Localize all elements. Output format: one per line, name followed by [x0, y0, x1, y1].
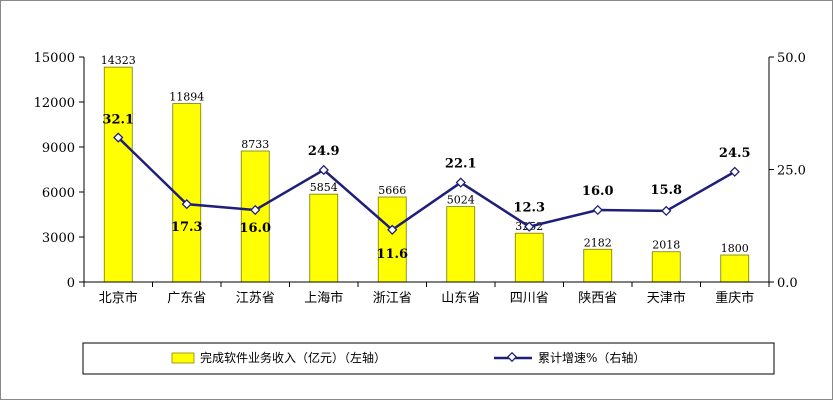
bar	[309, 193, 339, 283]
category-label: 浙江省	[373, 291, 412, 306]
line-value-label: 24.9	[308, 144, 340, 159]
growth-line	[117, 136, 736, 232]
category-label: 江苏省	[236, 290, 275, 306]
line-point	[524, 221, 535, 232]
legend-bar-label: 完成软件业务收入（亿元）（左轴）	[200, 350, 386, 365]
bar	[377, 196, 407, 283]
left-axis: 0 3000 6000 9000 12000 15000	[34, 51, 84, 291]
line-point	[387, 224, 398, 235]
line-value-label: 15.8	[650, 183, 682, 198]
category-label: 山东省	[441, 291, 480, 306]
category-label: 广东省	[167, 291, 206, 306]
bar	[172, 103, 202, 283]
legend: 完成软件业务收入（亿元）（左轴） 累计增速%（右轴）	[82, 342, 775, 375]
bar	[583, 248, 613, 283]
category-label: 北京市	[99, 290, 138, 306]
category-label: 陕西省	[578, 291, 617, 306]
line-value-label: 12.3	[513, 201, 545, 216]
bar-value-label: 5024	[447, 194, 475, 207]
left-tick-label: 9000	[42, 141, 75, 156]
bar	[651, 251, 681, 283]
bar-value-label: 14323	[101, 54, 136, 67]
category-axis: 北京市 广东省 江苏省 上海市 浙江省 山东省 四川省 陕西省 天津市 重庆市	[83, 282, 770, 306]
line-point	[250, 204, 261, 216]
bar	[103, 66, 133, 283]
line-value-label: 16.0	[582, 184, 614, 199]
right-axis: 0.0 25.0 50.0	[769, 51, 806, 291]
line-point	[729, 166, 740, 177]
category-label: 天津市	[647, 290, 686, 306]
line-value-label: 17.3	[171, 220, 203, 235]
bar	[720, 254, 750, 283]
line-value-label: 24.5	[719, 146, 751, 161]
bar	[240, 150, 270, 283]
right-tick-label: 25.0	[777, 164, 806, 179]
bar-value-label: 11894	[169, 91, 204, 104]
left-tick-label: 0	[67, 276, 75, 291]
line-point	[318, 164, 329, 176]
line-value-label: 16.0	[239, 221, 271, 236]
bar-value-label: 5666	[378, 184, 406, 197]
bar	[514, 232, 544, 283]
category-label: 重庆市	[715, 290, 754, 306]
legend-marker	[506, 351, 518, 363]
bar-value-label: 1800	[721, 242, 749, 255]
bar	[446, 206, 476, 283]
line-series: 32.1 17.3 16.0 24.9 11.6 22.1 12.3 16.0 15.8 24.5	[102, 113, 750, 262]
line-point	[592, 204, 603, 216]
line-point	[181, 198, 192, 210]
line-point	[455, 177, 466, 188]
right-tick-label: 50.0	[777, 51, 806, 66]
line-point	[661, 205, 672, 217]
line-value-label: 32.1	[102, 113, 134, 128]
left-tick-label: 12000	[34, 96, 75, 111]
legend-box	[82, 342, 775, 375]
left-tick-label: 15000	[34, 51, 75, 66]
bar-series: 1432311894873358545666502432522182201818…	[101, 54, 750, 283]
right-tick-label: 0.0	[777, 276, 798, 291]
line-point	[113, 132, 124, 143]
legend-line-label: 累计增速%（右轴）	[538, 350, 645, 365]
category-label: 上海市	[304, 290, 343, 306]
bar-value-label: 8733	[241, 138, 269, 151]
axis-lines	[83, 57, 770, 283]
left-tick-label: 6000	[42, 186, 75, 201]
line-value-label: 11.6	[376, 247, 408, 262]
line-value-label: 22.1	[445, 157, 477, 172]
legend-bar-swatch	[171, 352, 195, 364]
bar-value-label: 5854	[310, 181, 338, 194]
bar-value-label: 2018	[652, 239, 680, 252]
bar-value-label: 2182	[584, 236, 612, 249]
left-tick-label: 3000	[42, 231, 75, 246]
category-label: 四川省	[510, 291, 549, 306]
